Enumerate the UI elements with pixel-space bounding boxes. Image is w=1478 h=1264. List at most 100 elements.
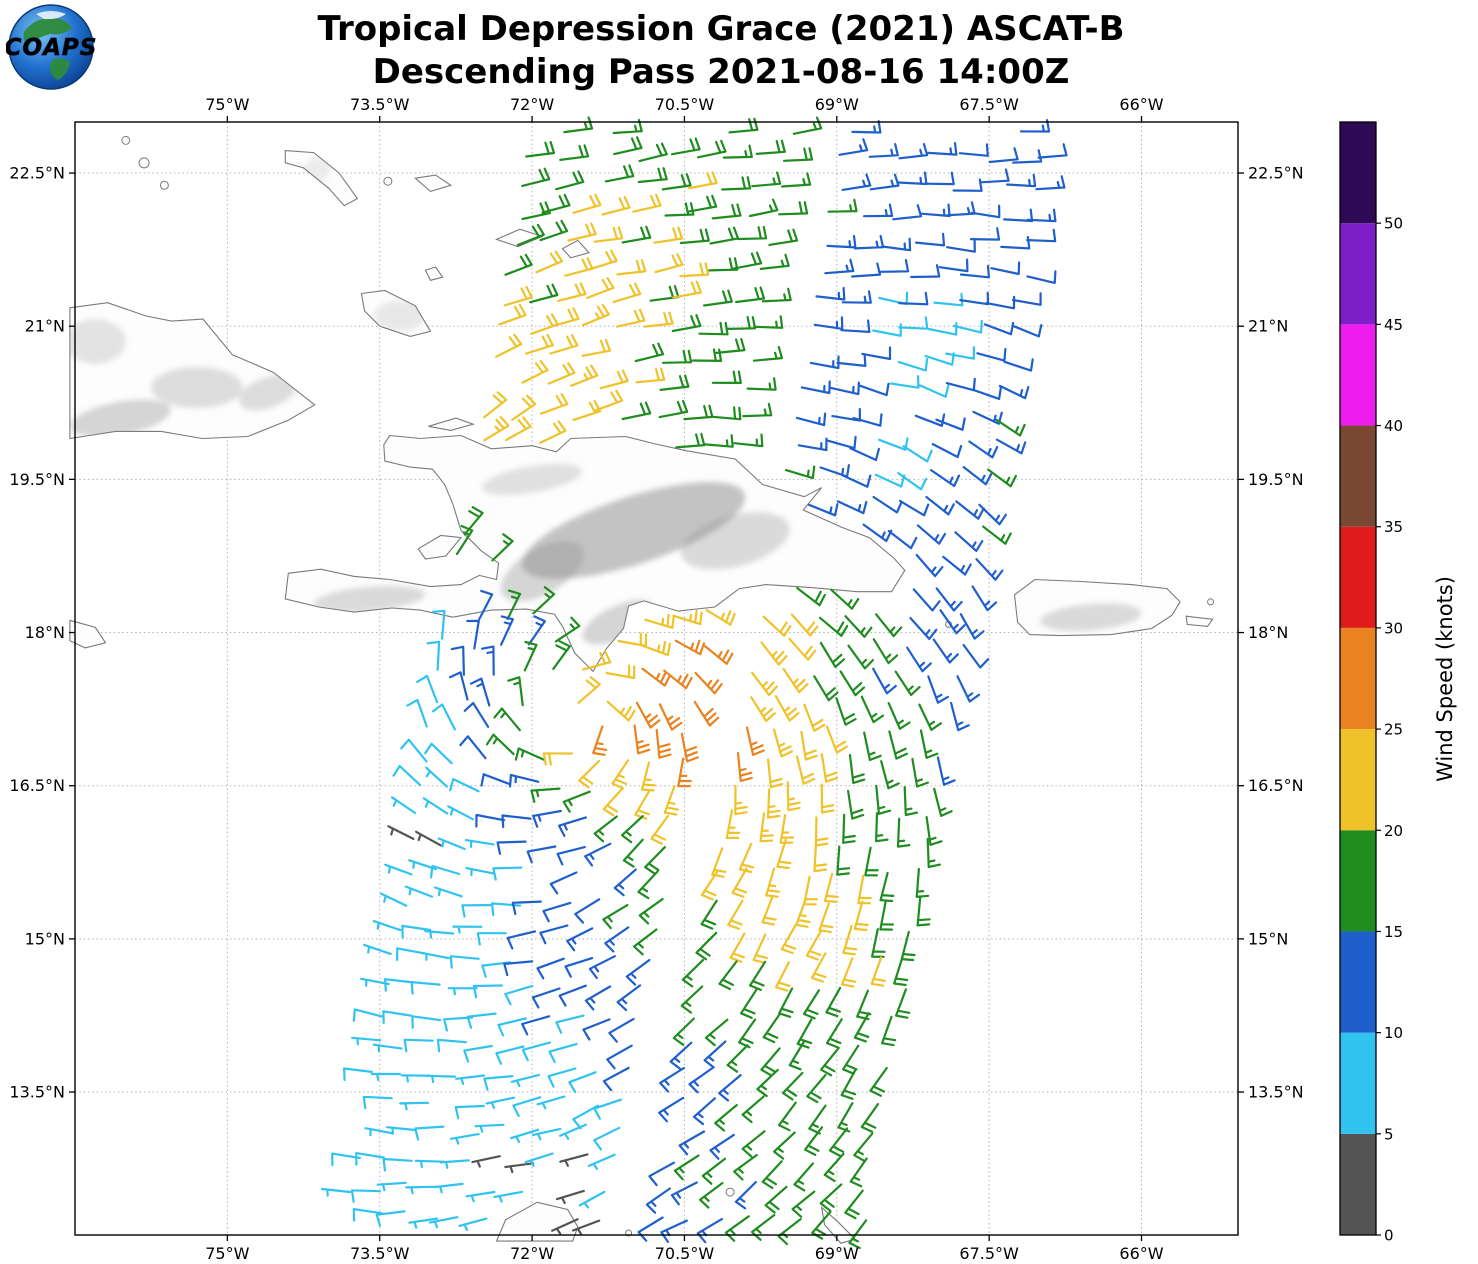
wind-barb xyxy=(622,838,644,868)
wind-barb xyxy=(644,613,675,629)
wind-barb xyxy=(584,842,612,867)
wind-barb xyxy=(916,524,947,545)
colorbar-axis-label: Wind Speed (knots) xyxy=(1433,576,1457,782)
wind-barb xyxy=(760,641,788,666)
wind-barb xyxy=(691,348,723,362)
wind-barb xyxy=(762,1013,781,1044)
wind-barb xyxy=(889,375,920,389)
x-tick-label-bottom: 66°W xyxy=(1119,1244,1163,1263)
wind-barb xyxy=(868,143,899,158)
wind-barb xyxy=(504,1162,535,1174)
wind-barb xyxy=(604,164,635,183)
wind-barb xyxy=(751,671,778,697)
wind-barb xyxy=(825,725,848,754)
colorbar-segment xyxy=(1340,425,1376,527)
mountain-relief xyxy=(680,512,790,570)
wind-barb xyxy=(680,732,699,763)
wind-barb xyxy=(679,262,710,278)
wind-barb xyxy=(431,703,456,731)
wind-barb xyxy=(411,1015,442,1029)
wind-barb xyxy=(564,257,594,277)
wind-barb xyxy=(778,1101,797,1132)
wind-barb xyxy=(431,609,446,640)
wind-barb xyxy=(634,342,665,363)
wind-barb xyxy=(936,756,956,786)
wind-barb xyxy=(790,613,819,637)
globe-continent-north xyxy=(23,18,72,46)
mountain-relief xyxy=(69,319,126,364)
wind-barb xyxy=(601,196,631,216)
y-tick-label-right: 16.5°N xyxy=(1248,776,1304,795)
islet-ragged-cay-2 xyxy=(138,157,150,169)
wind-barb xyxy=(711,203,742,220)
wind-barb xyxy=(634,789,651,820)
wind-barb xyxy=(507,676,524,707)
wind-barb xyxy=(606,700,636,722)
wind-barb xyxy=(704,1018,729,1047)
wind-barb xyxy=(408,1217,439,1229)
wind-barb xyxy=(813,316,844,330)
wind-barb xyxy=(781,1071,804,1101)
wind-barb xyxy=(485,733,515,756)
wind-barb xyxy=(696,1218,723,1244)
wind-barb xyxy=(718,960,738,991)
wind-barb xyxy=(982,525,1012,545)
landmass-jamaica-east-tip xyxy=(69,619,107,649)
wind-barb xyxy=(352,1008,383,1022)
wind-barb xyxy=(464,839,495,848)
wind-barb xyxy=(461,904,492,918)
x-tick-label-top: 73.5°W xyxy=(350,95,410,114)
wind-barb xyxy=(483,391,508,419)
wind-barb xyxy=(912,588,941,612)
wind-barb xyxy=(777,1218,802,1246)
wind-barb xyxy=(844,615,873,638)
wind-barb xyxy=(672,280,702,299)
wind-barb xyxy=(804,1126,824,1156)
wind-barb xyxy=(803,703,826,732)
islet-ragged-cay-3 xyxy=(159,180,169,190)
wind-barb xyxy=(761,287,792,303)
wind-barb xyxy=(578,759,601,789)
wind-barb xyxy=(952,178,983,192)
wind-barb xyxy=(485,1096,516,1109)
wind-barb xyxy=(360,977,390,987)
wind-barb xyxy=(709,1133,735,1160)
wind-barb xyxy=(987,468,1017,488)
wind-barb xyxy=(1011,292,1042,306)
mountain-relief xyxy=(374,300,426,332)
wind-barb xyxy=(1012,149,1043,164)
wind-barb xyxy=(898,316,929,330)
x-tick-label-top: 72°W xyxy=(510,95,554,114)
wind-barb xyxy=(505,416,532,442)
wind-barb xyxy=(524,1152,554,1167)
wind-barb xyxy=(950,701,970,732)
wind-barb xyxy=(516,223,545,247)
wind-barb xyxy=(847,789,865,820)
wind-barb xyxy=(638,142,668,163)
wind-barb xyxy=(830,588,860,610)
islet-aruba xyxy=(725,1187,735,1197)
wind-barb xyxy=(926,837,941,869)
wind-barb xyxy=(892,204,923,221)
wind-barb xyxy=(828,1127,849,1157)
wind-barb xyxy=(972,410,1003,425)
wind-barb xyxy=(480,773,511,787)
wind-barb xyxy=(641,761,656,792)
wind-barb xyxy=(695,931,718,961)
globe-continent-south xyxy=(50,58,70,80)
wind-barb xyxy=(687,194,718,213)
wind-barb xyxy=(806,1073,827,1104)
wind-barb xyxy=(621,815,644,844)
wind-barb xyxy=(474,1123,505,1133)
wind-barb xyxy=(933,787,953,817)
wind-barb xyxy=(605,664,636,680)
wind-barb xyxy=(563,116,594,134)
wind-barb xyxy=(670,1181,698,1206)
wind-barb xyxy=(637,167,668,184)
wind-barb xyxy=(837,1102,854,1133)
wind-barb xyxy=(872,495,903,514)
wind-barb xyxy=(463,506,484,536)
wind-barb xyxy=(971,386,1002,400)
wind-barb xyxy=(566,927,594,952)
y-tick-label-left: 18°N xyxy=(25,623,65,642)
